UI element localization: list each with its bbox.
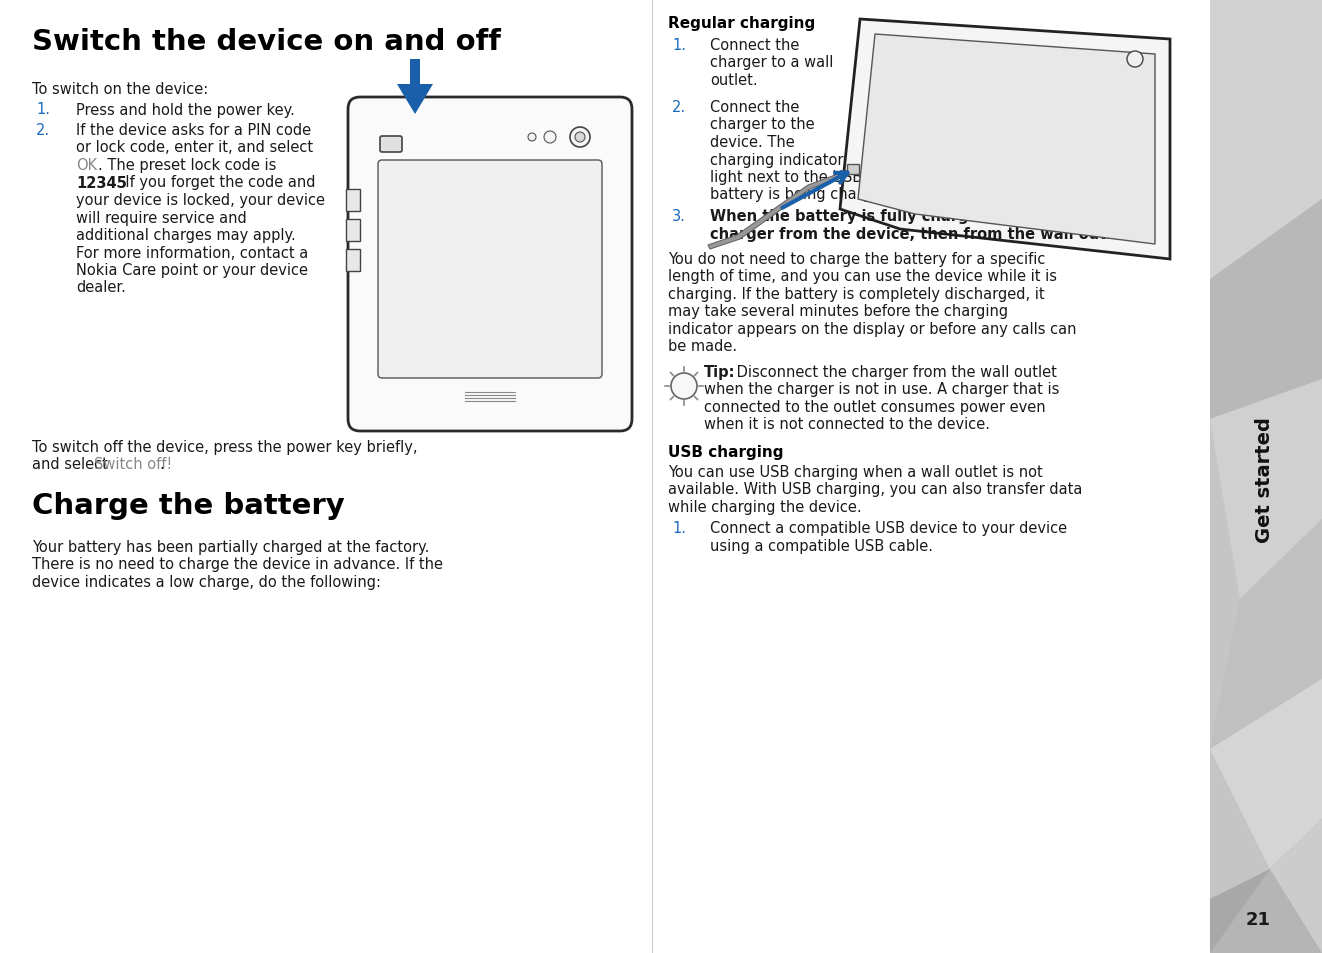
Text: To switch on the device:: To switch on the device: xyxy=(32,82,209,97)
Text: device indicates a low charge, do the following:: device indicates a low charge, do the fo… xyxy=(32,575,381,589)
Circle shape xyxy=(1126,52,1144,68)
Text: You can use USB charging when a wall outlet is not: You can use USB charging when a wall out… xyxy=(668,464,1043,479)
Text: Get started: Get started xyxy=(1256,416,1274,542)
Text: charger to the: charger to the xyxy=(710,117,814,132)
Text: length of time, and you can use the device while it is: length of time, and you can use the devi… xyxy=(668,269,1058,284)
Text: when it is not connected to the device.: when it is not connected to the device. xyxy=(705,417,990,432)
Circle shape xyxy=(543,132,557,144)
Text: There is no need to charge the device in advance. If the: There is no need to charge the device in… xyxy=(32,557,443,572)
Text: 21: 21 xyxy=(1245,910,1270,928)
Text: Connect the: Connect the xyxy=(710,38,800,53)
FancyBboxPatch shape xyxy=(378,161,602,378)
Text: when the charger is not in use. A charger that is: when the charger is not in use. A charge… xyxy=(705,382,1059,397)
Polygon shape xyxy=(1270,820,1322,953)
Polygon shape xyxy=(1210,379,1322,599)
Polygon shape xyxy=(1210,200,1322,419)
Polygon shape xyxy=(839,20,1170,260)
Text: Connect the: Connect the xyxy=(710,100,800,115)
FancyBboxPatch shape xyxy=(379,137,402,152)
Polygon shape xyxy=(1210,519,1322,749)
Circle shape xyxy=(672,374,697,399)
Bar xyxy=(847,165,859,174)
Text: . If you forget the code and: . If you forget the code and xyxy=(116,175,316,191)
Text: charging indicator: charging indicator xyxy=(710,152,843,168)
Text: Press and hold the power key.: Press and hold the power key. xyxy=(75,102,295,117)
Text: and select: and select xyxy=(32,457,112,472)
Circle shape xyxy=(575,132,586,143)
Text: 12345: 12345 xyxy=(75,175,127,191)
Text: If the device asks for a PIN code: If the device asks for a PIN code xyxy=(75,123,311,138)
FancyBboxPatch shape xyxy=(348,98,632,432)
Text: using a compatible USB cable.: using a compatible USB cable. xyxy=(710,538,933,554)
Circle shape xyxy=(570,128,590,148)
Text: be made.: be made. xyxy=(668,339,738,355)
Text: charger to a wall: charger to a wall xyxy=(710,55,833,71)
Text: 1.: 1. xyxy=(672,38,686,53)
Text: additional charges may apply.: additional charges may apply. xyxy=(75,228,296,243)
Text: available. With USB charging, you can also transfer data: available. With USB charging, you can al… xyxy=(668,482,1083,497)
Text: For more information, contact a: For more information, contact a xyxy=(75,245,308,260)
Text: indicator appears on the display or before any calls can: indicator appears on the display or befo… xyxy=(668,322,1076,336)
Bar xyxy=(346,220,360,242)
Text: connected to the outlet consumes power even: connected to the outlet consumes power e… xyxy=(705,399,1046,415)
Text: device. The: device. The xyxy=(710,135,795,150)
Circle shape xyxy=(527,133,535,142)
Text: charger from the device, then from the wall outlet.: charger from the device, then from the w… xyxy=(710,226,1134,241)
Text: Switch off!: Switch off! xyxy=(94,457,172,472)
Polygon shape xyxy=(1210,820,1322,953)
Text: Nokia Care point or your device: Nokia Care point or your device xyxy=(75,263,308,277)
Text: or lock code, enter it, and select: or lock code, enter it, and select xyxy=(75,140,313,155)
Text: light next to the USB connector is lit when the: light next to the USB connector is lit w… xyxy=(710,170,1048,185)
Bar xyxy=(1210,0,1322,953)
Text: Switch the device on and off: Switch the device on and off xyxy=(32,28,501,56)
Text: Connect a compatible USB device to your device: Connect a compatible USB device to your … xyxy=(710,521,1067,536)
Text: 1.: 1. xyxy=(672,521,686,536)
Text: Tip:: Tip: xyxy=(705,365,735,379)
Bar xyxy=(346,190,360,212)
Text: . The preset lock code is: . The preset lock code is xyxy=(98,158,276,172)
Text: 2.: 2. xyxy=(672,100,686,115)
Text: your device is locked, your device: your device is locked, your device xyxy=(75,193,325,208)
Polygon shape xyxy=(858,35,1155,245)
Polygon shape xyxy=(1210,679,1322,869)
Text: outlet.: outlet. xyxy=(710,73,758,88)
Text: while charging the device.: while charging the device. xyxy=(668,499,862,515)
Bar xyxy=(346,250,360,272)
Polygon shape xyxy=(397,60,434,115)
Text: When the battery is fully charged, disconnect the: When the battery is fully charged, disco… xyxy=(710,209,1122,224)
Polygon shape xyxy=(1210,869,1270,953)
Text: Regular charging: Regular charging xyxy=(668,16,816,30)
Text: 1.: 1. xyxy=(36,102,50,117)
Text: will require service and: will require service and xyxy=(75,211,247,225)
Polygon shape xyxy=(709,168,857,250)
Text: To switch off the device, press the power key briefly,: To switch off the device, press the powe… xyxy=(32,439,418,455)
Text: dealer.: dealer. xyxy=(75,280,126,295)
Text: 2.: 2. xyxy=(36,123,50,138)
Text: Your battery has been partially charged at the factory.: Your battery has been partially charged … xyxy=(32,539,430,555)
Text: .: . xyxy=(159,457,164,472)
Text: Disconnect the charger from the wall outlet: Disconnect the charger from the wall out… xyxy=(732,365,1056,379)
Text: may take several minutes before the charging: may take several minutes before the char… xyxy=(668,304,1009,319)
Text: You do not need to charge the battery for a specific: You do not need to charge the battery fo… xyxy=(668,252,1046,267)
Text: 3.: 3. xyxy=(672,209,686,224)
Text: USB charging: USB charging xyxy=(668,444,784,459)
Text: battery is being charged.: battery is being charged. xyxy=(710,188,895,202)
Text: OK: OK xyxy=(75,158,97,172)
Text: charging. If the battery is completely discharged, it: charging. If the battery is completely d… xyxy=(668,287,1044,302)
Text: Charge the battery: Charge the battery xyxy=(32,492,345,519)
Polygon shape xyxy=(1210,0,1322,280)
